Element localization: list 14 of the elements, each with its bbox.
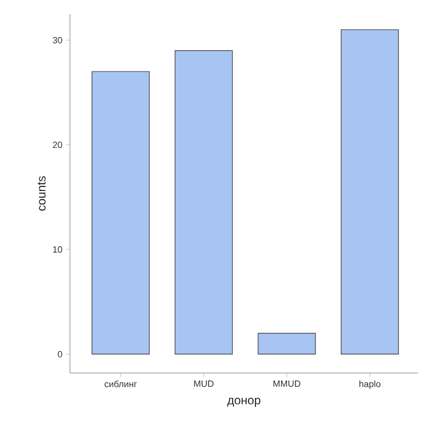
bar <box>92 71 150 355</box>
bar <box>174 50 233 355</box>
y-tick-label: 0 <box>58 350 62 358</box>
y-tick-label: 30 <box>52 36 62 44</box>
x-tick-label: MUD <box>194 380 214 387</box>
x-tick-label: haplo <box>359 380 380 389</box>
bar <box>258 332 316 355</box>
y-axis-title: counts <box>38 176 46 211</box>
x-axis-title: донор <box>227 398 260 407</box>
y-tick-label: 20 <box>52 142 62 148</box>
y-tick-label: 10 <box>53 246 62 253</box>
bar <box>340 29 399 355</box>
x-tick-label: сиблинг <box>104 380 137 388</box>
x-tick-label: MMUD <box>274 380 300 387</box>
